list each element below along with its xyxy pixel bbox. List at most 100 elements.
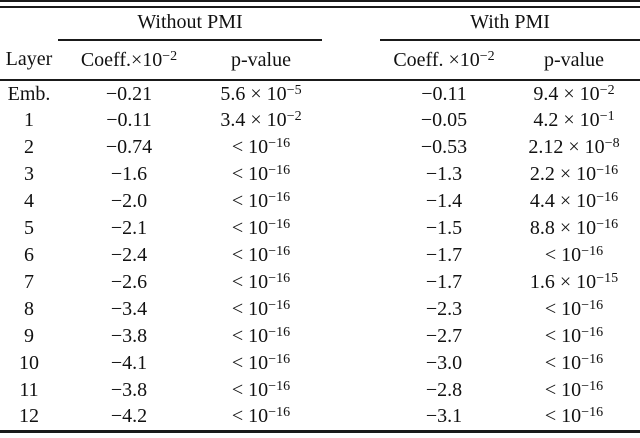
cell-without-pvalue: 5.6 × 10−5 (220, 82, 302, 105)
cell-with-pvalue: < 10−16 (544, 352, 604, 374)
cell-with-coeff: −1.5 (425, 217, 463, 239)
cell-without-pvalue: < 10−16 (231, 136, 291, 158)
cell-with-pvalue: 2.12 × 10−8 (528, 136, 620, 158)
cell-with-coeff: −3.1 (425, 405, 463, 428)
column-gap (322, 188, 380, 215)
table-row: 12 −4.2 < 10−16 −3.1 < 10−16 (0, 404, 640, 431)
cell-with-pvalue: 9.4 × 10−2 (533, 82, 615, 105)
column-gap (322, 350, 380, 377)
column-gap (322, 40, 380, 81)
table-row: 10 −4.1 < 10−16 −3.0 < 10−16 (0, 350, 640, 377)
cell-with-pvalue: < 10−16 (544, 379, 604, 401)
table-row: 3 −1.6 < 10−16 −1.3 2.2 × 10−16 (0, 161, 640, 188)
cell-with-pvalue: 1.6 × 10−15 (529, 271, 619, 293)
cell-layer: 12 (19, 405, 39, 428)
cell-layer: 10 (19, 352, 39, 374)
col-header-without-coeff: Coeff.×10−2 (58, 40, 200, 81)
cell-without-pvalue: < 10−16 (231, 244, 291, 266)
cell-with-pvalue: 4.2 × 10−1 (533, 109, 615, 131)
column-gap (322, 107, 380, 134)
cell-without-pvalue: < 10−16 (231, 217, 291, 239)
column-gap (322, 269, 380, 296)
cell-with-coeff: −1.4 (425, 190, 463, 212)
cell-without-pvalue: < 10−16 (231, 271, 291, 293)
table-row: 1 −0.11 3.4 × 10−2 −0.05 4.2 × 10−1 (0, 107, 640, 134)
cell-with-coeff: −3.0 (425, 352, 463, 374)
col-header-without-pvalue: p-value (200, 40, 322, 81)
cell-with-coeff: −0.53 (420, 136, 468, 158)
table-row: 2 −0.74 < 10−16 −0.53 2.12 × 10−8 (0, 134, 640, 161)
table-row: 7 −2.6 < 10−16 −1.7 1.6 × 10−15 (0, 269, 640, 296)
col-header-with-coeff: Coeff. ×10−2 (380, 40, 508, 81)
column-gap (322, 296, 380, 323)
cell-without-coeff: −0.74 (105, 136, 153, 158)
cell-without-pvalue: < 10−16 (231, 190, 291, 212)
cell-with-pvalue: 2.2 × 10−16 (529, 163, 619, 185)
col-header-layer: Layer (0, 40, 58, 81)
cell-without-coeff: −3.4 (110, 298, 148, 320)
table-row: 9 −3.8 < 10−16 −2.7 < 10−16 (0, 323, 640, 350)
cell-without-coeff: −2.4 (110, 244, 148, 266)
cell-layer: 7 (24, 271, 34, 293)
cell-without-coeff: −0.21 (105, 82, 153, 105)
cell-with-coeff: −2.3 (425, 298, 463, 320)
cell-with-pvalue: < 10−16 (544, 325, 604, 347)
cell-layer: 8 (24, 298, 34, 320)
cell-layer: 1 (24, 109, 34, 131)
cell-without-coeff: −1.6 (110, 163, 148, 185)
cell-with-pvalue: 8.8 × 10−16 (529, 217, 619, 239)
table-row: Emb. −0.21 5.6 × 10−5 −0.11 9.4 × 10−2 (0, 80, 640, 107)
cell-without-pvalue: < 10−16 (231, 379, 291, 401)
cell-layer: 3 (24, 163, 34, 185)
top-rule-outer (0, 0, 640, 2)
cell-with-coeff: −2.7 (425, 325, 463, 347)
table-row: 5 −2.1 < 10−16 −1.5 8.8 × 10−16 (0, 215, 640, 242)
column-header-row: Layer Coeff.×10−2 p-value Coeff. ×10−2 p… (0, 40, 640, 81)
top-rule-inner (0, 6, 640, 8)
table-row: 6 −2.4 < 10−16 −1.7 < 10−16 (0, 242, 640, 269)
cell-without-coeff: −3.8 (110, 379, 148, 401)
cell-with-coeff: −1.7 (425, 244, 463, 266)
column-gap (322, 215, 380, 242)
cell-without-pvalue: < 10−16 (231, 298, 291, 320)
cell-without-pvalue: < 10−16 (231, 405, 291, 428)
cell-without-coeff: −0.11 (106, 109, 152, 131)
column-gap (322, 80, 380, 107)
column-gap (322, 242, 380, 269)
cell-with-coeff: −1.3 (425, 163, 463, 185)
cell-without-coeff: −4.2 (110, 405, 148, 428)
cell-without-coeff: −2.1 (110, 217, 148, 239)
cell-without-pvalue: < 10−16 (231, 325, 291, 347)
cell-with-pvalue: < 10−16 (544, 244, 604, 266)
cell-layer: Emb. (7, 82, 51, 105)
column-gap (322, 323, 380, 350)
cell-without-pvalue: < 10−16 (231, 352, 291, 374)
cell-with-pvalue: < 10−16 (544, 298, 604, 320)
cell-with-pvalue: 4.4 × 10−16 (529, 190, 619, 212)
cell-with-coeff: −1.7 (425, 271, 463, 293)
col-header-with-pvalue: p-value (508, 40, 640, 81)
cell-without-coeff: −4.1 (110, 352, 148, 374)
cell-layer: 4 (24, 190, 34, 212)
cell-layer: 6 (24, 244, 34, 266)
cell-without-coeff: −3.8 (110, 325, 148, 347)
cell-without-coeff: −2.6 (110, 271, 148, 293)
cell-layer: 9 (24, 325, 34, 347)
cell-layer: 2 (24, 136, 34, 158)
cell-with-coeff: −0.05 (420, 109, 468, 131)
table-row: 4 −2.0 < 10−16 −1.4 4.4 × 10−16 (0, 188, 640, 215)
cell-layer: 11 (19, 379, 39, 401)
table-body: Emb. −0.21 5.6 × 10−5 −0.11 9.4 × 10−2 1 −0.11… (0, 80, 640, 431)
cell-without-pvalue: < 10−16 (231, 163, 291, 185)
table-row: 8 −3.4 < 10−16 −2.3 < 10−16 (0, 296, 640, 323)
column-gap (322, 134, 380, 161)
cell-without-pvalue: 3.4 × 10−2 (220, 109, 302, 131)
cell-with-pvalue: < 10−16 (544, 405, 604, 428)
cell-without-coeff: −2.0 (110, 190, 148, 212)
column-gap (322, 377, 380, 404)
cell-with-coeff: −0.11 (421, 82, 467, 105)
cell-layer: 5 (24, 217, 34, 239)
cell-with-coeff: −2.8 (425, 379, 463, 401)
